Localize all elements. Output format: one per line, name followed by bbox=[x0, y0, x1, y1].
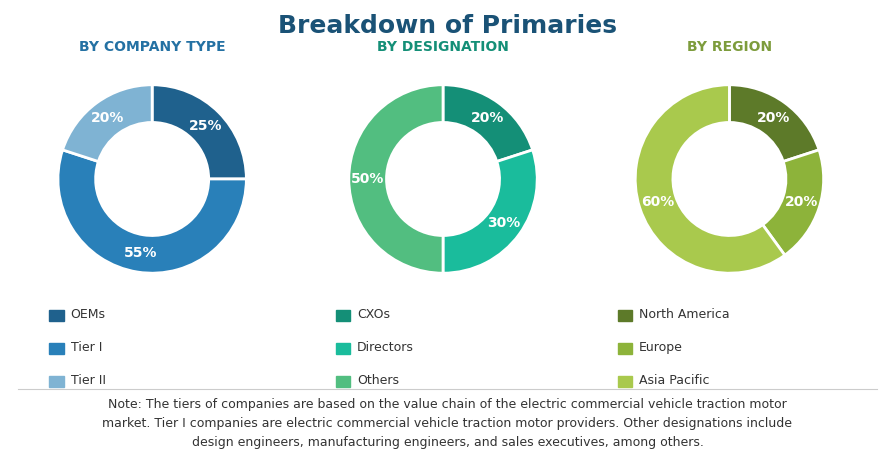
Circle shape bbox=[97, 124, 207, 234]
Wedge shape bbox=[443, 85, 532, 162]
Text: BY REGION: BY REGION bbox=[686, 40, 772, 54]
Wedge shape bbox=[729, 85, 818, 162]
Text: Others: Others bbox=[357, 374, 399, 387]
Text: 25%: 25% bbox=[189, 119, 222, 133]
Text: 30%: 30% bbox=[487, 216, 520, 230]
Wedge shape bbox=[58, 150, 246, 273]
Text: Europe: Europe bbox=[638, 341, 682, 354]
Text: 60%: 60% bbox=[640, 195, 673, 209]
Text: 50%: 50% bbox=[350, 172, 384, 186]
Wedge shape bbox=[762, 150, 822, 255]
Text: Tier I: Tier I bbox=[71, 341, 102, 354]
Wedge shape bbox=[63, 85, 152, 162]
Text: Tier II: Tier II bbox=[71, 374, 105, 387]
Text: Breakdown of Primaries: Breakdown of Primaries bbox=[278, 14, 616, 38]
Wedge shape bbox=[349, 85, 443, 273]
Text: OEMs: OEMs bbox=[71, 308, 105, 321]
Text: BY COMPANY TYPE: BY COMPANY TYPE bbox=[79, 40, 225, 54]
Text: BY DESIGNATION: BY DESIGNATION bbox=[376, 40, 509, 54]
Text: 55%: 55% bbox=[123, 246, 157, 260]
Text: 20%: 20% bbox=[756, 111, 789, 125]
Wedge shape bbox=[635, 85, 784, 273]
Text: CXOs: CXOs bbox=[357, 308, 390, 321]
Text: 20%: 20% bbox=[91, 111, 124, 125]
Text: Asia Pacific: Asia Pacific bbox=[638, 374, 709, 387]
Wedge shape bbox=[152, 85, 246, 179]
Text: Directors: Directors bbox=[357, 341, 414, 354]
Circle shape bbox=[388, 124, 497, 234]
Text: Note: The tiers of companies are based on the value chain of the electric commer: Note: The tiers of companies are based o… bbox=[103, 398, 791, 449]
Text: 20%: 20% bbox=[470, 111, 503, 125]
Wedge shape bbox=[443, 150, 536, 273]
Text: North America: North America bbox=[638, 308, 729, 321]
Circle shape bbox=[674, 124, 783, 234]
Text: 20%: 20% bbox=[783, 195, 817, 209]
